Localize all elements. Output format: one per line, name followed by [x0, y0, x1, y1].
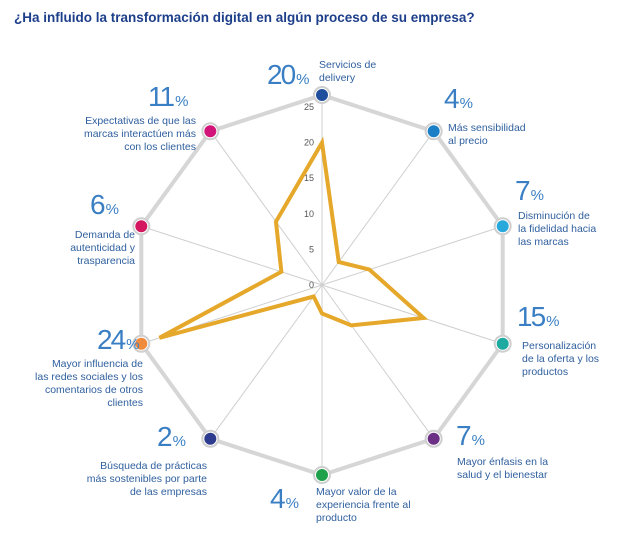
category-label: de las empresas — [130, 486, 207, 498]
percent-value: 24% — [97, 324, 139, 355]
category-label: clientes — [107, 397, 143, 409]
category-label: Disminución de — [518, 210, 590, 222]
category-label: productos — [522, 366, 568, 378]
tick-label: 15 — [304, 173, 314, 183]
category-label: las redes sociales y los — [35, 371, 143, 383]
percent-value: 7% — [515, 175, 544, 206]
percent-value: 4% — [270, 483, 299, 514]
category-marker — [496, 220, 509, 233]
tick-label: 25 — [304, 102, 314, 112]
data-series-line — [158, 136, 429, 340]
percent-value: 2% — [157, 421, 186, 452]
category-label: marcas interactúen más — [84, 128, 196, 140]
percent-value: 6% — [90, 189, 119, 220]
category-marker — [316, 469, 328, 481]
category-label: de la oferta y los — [522, 353, 599, 365]
category-label: experiencia frente al — [316, 499, 411, 511]
category-label: Servicios de — [319, 59, 376, 71]
chart-title: ¿Ha influido la transformación digital e… — [14, 10, 475, 25]
percent-value: 7% — [456, 420, 485, 451]
percent-value: 20% — [267, 59, 309, 90]
category-label: la fidelidad hacia — [518, 223, 596, 235]
category-label: delivery — [319, 72, 356, 84]
category-marker — [496, 337, 509, 350]
category-label: Mayor influencia de — [52, 358, 143, 370]
category-marker — [135, 220, 148, 233]
spoke-line — [321, 284, 503, 345]
tick-label: 5 — [309, 244, 314, 254]
category-label: más sostenibles por parte — [87, 473, 207, 485]
category-label: Personalización — [522, 340, 596, 352]
category-label: Más sensibilidad — [448, 122, 526, 134]
percent-value: 11% — [148, 81, 188, 112]
spoke-line — [209, 130, 323, 286]
category-marker — [316, 89, 328, 101]
category-label: Búsqueda de prácticas — [100, 460, 207, 472]
tick-label: 10 — [304, 209, 314, 219]
category-label: comentarios de otros — [45, 384, 143, 396]
spoke-line — [321, 225, 503, 286]
category-label: al precio — [448, 135, 488, 147]
category-label: las marcas — [518, 236, 569, 248]
spoke-line — [321, 130, 435, 286]
category-marker — [204, 432, 217, 445]
category-label: salud y el bienestar — [457, 469, 548, 481]
category-label: trasparencia — [77, 255, 135, 267]
spoke-line — [321, 284, 435, 440]
spoke-line — [141, 225, 323, 286]
category-label: Mayor valor de la — [316, 486, 397, 498]
category-marker — [427, 125, 440, 138]
category-label: Expectativas de que las — [85, 115, 196, 127]
tick-label: 0 — [309, 280, 314, 290]
spoke-line — [209, 284, 323, 440]
category-label: con los clientes — [124, 141, 196, 153]
category-marker — [427, 432, 440, 445]
percent-value: 15% — [517, 301, 559, 332]
category-marker — [135, 337, 148, 350]
category-marker — [204, 125, 217, 138]
percent-value: 4% — [444, 83, 473, 114]
category-label: Demanda de — [75, 229, 135, 241]
category-label: autenticidad y — [70, 242, 136, 254]
tick-label: 20 — [304, 138, 314, 148]
category-label: Mayor énfasis en la — [457, 456, 548, 468]
category-label: producto — [316, 512, 357, 524]
